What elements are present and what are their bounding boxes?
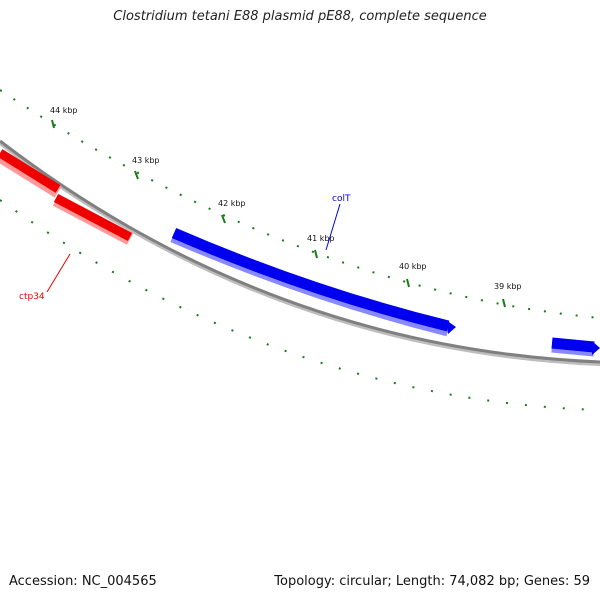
- tick-44kbp: [51, 119, 55, 129]
- ruler-label-41kbp: 41 kbp: [307, 234, 335, 243]
- forward-gene-colT: [170, 227, 456, 337]
- gene-label-colT: colT: [332, 194, 351, 204]
- ruler-label-43kbp: 43 kbp: [132, 156, 160, 165]
- major-ticks: [51, 119, 506, 308]
- forward-gene-right: [551, 337, 600, 357]
- ruler-label-44kbp: 44 kbp: [50, 106, 78, 115]
- colT-leader-line: [325, 203, 341, 251]
- ruler-label-39kbp: 39 kbp: [494, 282, 522, 291]
- tick-43kbp: [134, 170, 139, 180]
- gene-label-ctp34: ctp34: [19, 292, 45, 302]
- reverse-gene-ctp34: [52, 194, 134, 245]
- tick-40kbp: [406, 278, 410, 288]
- backbone: [0, 139, 600, 364]
- summary-text: Topology: circular; Length: 74,082 bp; G…: [274, 574, 590, 589]
- tick-42kbp: [221, 214, 226, 224]
- tick-39kbp: [502, 298, 506, 308]
- map-title: Clostridium tetani E88 plasmid pE88, com…: [113, 9, 487, 24]
- tick-41kbp: [314, 249, 318, 259]
- backbone-shadow: [0, 141, 600, 366]
- accession-text: Accession: NC_004565: [9, 574, 157, 589]
- inner-ruler-track: [0, 199, 600, 411]
- reverse-gene-1: [0, 149, 62, 198]
- ruler-label-42kbp: 42 kbp: [218, 199, 246, 208]
- ruler-label-40kbp: 40 kbp: [399, 262, 427, 271]
- ctp34-leader-line: [46, 253, 71, 293]
